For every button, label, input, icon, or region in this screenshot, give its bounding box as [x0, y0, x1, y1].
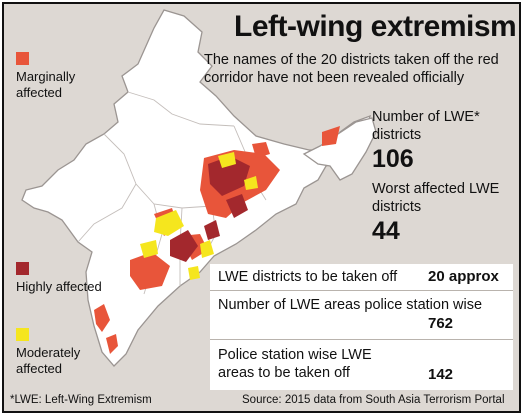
- footnote: *LWE: Left-Wing Extremism: [10, 394, 152, 406]
- stat-value: 44: [372, 217, 400, 245]
- stats-table: LWE districts to be taken off 20 approx …: [210, 264, 513, 390]
- table-row: Number of LWE areas police station wise …: [210, 291, 513, 340]
- stat-label: Number of LWE* districts: [372, 109, 480, 143]
- legend-label-high: Highly affected: [16, 279, 102, 294]
- table-row: Police station wise LWE areas to be take…: [210, 340, 513, 390]
- stat-label: Worst affected LWE districts: [372, 181, 500, 215]
- row-label: Number of LWE areas police station wise: [218, 297, 483, 313]
- legend-label-marginal: Marginally affected: [16, 69, 76, 100]
- source-note: Source: 2015 data from South Asia Terror…: [242, 394, 505, 406]
- moderate-districts: [140, 152, 258, 280]
- legend-moderate: Moderately affected: [16, 328, 106, 377]
- subtitle: The names of the 20 districts taken off …: [204, 52, 499, 86]
- row-value: 20 approx: [428, 268, 499, 285]
- table-row: LWE districts to be taken off 20 approx: [210, 264, 513, 291]
- legend-label-moderate: Moderately affected: [16, 345, 81, 376]
- row-label: LWE districts to be taken off: [218, 269, 398, 285]
- india-map: [21, 9, 377, 367]
- india-outline: [21, 9, 371, 367]
- legend-high: Highly affected: [16, 262, 106, 295]
- stat-value: 106: [372, 145, 414, 173]
- swatch-marginal: [16, 52, 29, 65]
- infographic: Left-wing extremism The names of the 20 …: [2, 2, 521, 413]
- high-districts: [170, 156, 250, 262]
- row-value: 142: [428, 366, 454, 383]
- page-title: Left-wing extremism: [234, 10, 517, 43]
- row-label: Police station wise LWE areas to be take…: [218, 347, 372, 381]
- row-value: 762: [428, 315, 454, 332]
- legend-marginal: Marginally affected: [16, 52, 106, 101]
- swatch-moderate: [16, 328, 29, 341]
- stat-worst-districts: Worst affected LWE districts 44: [372, 180, 512, 244]
- swatch-high: [16, 262, 29, 275]
- stat-lwe-districts: Number of LWE* districts 106: [372, 108, 512, 172]
